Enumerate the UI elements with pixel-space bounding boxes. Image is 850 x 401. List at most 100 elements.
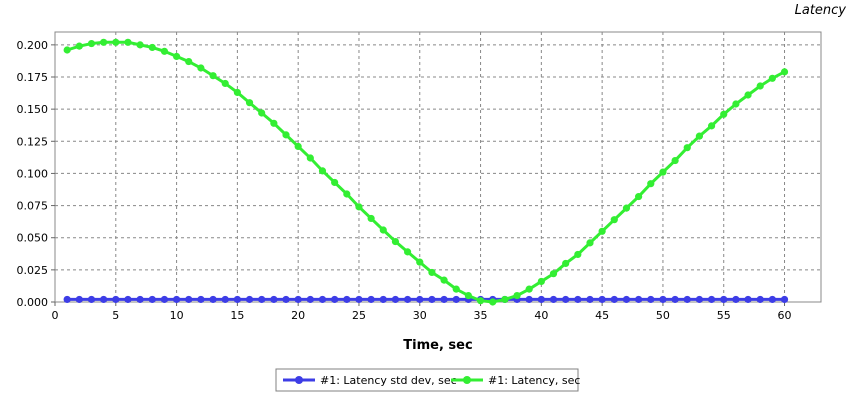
data-point <box>391 295 400 304</box>
data-point <box>610 216 618 224</box>
data-point <box>683 144 691 152</box>
data-point <box>294 295 302 304</box>
data-point <box>695 132 704 140</box>
data-point <box>513 291 521 300</box>
x-tick-label: 5 <box>112 309 119 322</box>
data-point <box>452 285 460 293</box>
data-point <box>683 295 691 304</box>
data-point <box>136 41 144 49</box>
data-point <box>63 46 71 54</box>
data-point <box>233 295 241 304</box>
data-point <box>452 295 460 304</box>
data-point <box>768 295 776 304</box>
data-point <box>112 295 120 304</box>
data-point <box>75 295 83 304</box>
legend-box <box>275 368 579 392</box>
data-point <box>270 295 278 304</box>
data-point <box>294 142 302 151</box>
legend: #1: Latency std dev, sec #1: Latency, sec <box>275 368 580 392</box>
series-1 <box>63 295 789 304</box>
data-point <box>744 295 752 304</box>
data-point <box>160 295 169 304</box>
data-point <box>87 295 96 304</box>
data-point <box>756 295 764 304</box>
x-tick-label: 25 <box>352 309 366 322</box>
data-point <box>148 43 156 52</box>
data-point <box>367 214 375 223</box>
data-point <box>622 204 631 212</box>
data-point <box>233 88 241 97</box>
data-point <box>720 295 728 304</box>
data-point <box>318 167 327 175</box>
data-point <box>756 82 764 90</box>
data-point <box>306 154 314 162</box>
data-point <box>610 295 618 304</box>
data-point <box>87 39 96 48</box>
x-axis-label: Time, sec <box>403 338 472 353</box>
data-point <box>635 192 643 201</box>
data-point <box>744 91 752 99</box>
data-point <box>586 239 594 247</box>
y-tick-label: 0.100 <box>17 167 49 180</box>
data-point <box>404 295 412 304</box>
data-point <box>707 295 716 304</box>
data-point <box>720 110 728 118</box>
data-point <box>707 122 716 130</box>
data-point <box>270 119 278 127</box>
data-point <box>440 295 448 304</box>
data-point <box>355 203 363 211</box>
legend-label: #1: Latency, sec <box>488 374 580 387</box>
data-point <box>355 295 363 304</box>
data-point <box>622 295 631 304</box>
data-point <box>537 277 545 286</box>
data-point <box>172 295 181 304</box>
data-point <box>562 259 570 268</box>
x-tick-label: 30 <box>413 309 427 322</box>
data-point <box>537 295 545 304</box>
data-point <box>635 295 643 304</box>
data-point <box>562 295 570 304</box>
data-point <box>331 295 339 304</box>
x-tick-label: 15 <box>230 309 244 322</box>
data-point <box>428 268 436 277</box>
data-point <box>574 250 582 259</box>
y-tick-label: 0.125 <box>17 135 49 148</box>
x-tick-label: 40 <box>534 309 548 322</box>
data-point <box>476 297 485 305</box>
y-tick-label: 0.075 <box>17 200 49 213</box>
data-point <box>258 295 266 304</box>
data-point <box>331 178 339 187</box>
data-point <box>197 295 205 304</box>
data-point <box>379 295 387 304</box>
data-point <box>574 295 582 304</box>
data-point <box>343 295 351 304</box>
data-point <box>112 38 120 46</box>
data-point <box>100 295 108 304</box>
data-point <box>732 100 740 108</box>
data-point <box>391 237 400 246</box>
data-point <box>245 295 254 304</box>
data-point <box>75 42 83 50</box>
y-tick-label: 0.050 <box>17 232 49 245</box>
legend-entry-1: #1: Latency std dev, sec <box>283 374 457 387</box>
data-point <box>197 64 205 72</box>
data-point <box>63 295 71 304</box>
data-point <box>136 295 144 304</box>
data-point <box>428 295 436 304</box>
data-point <box>416 295 424 304</box>
x-tick-label: 35 <box>474 309 488 322</box>
data-point <box>379 226 387 234</box>
legend-swatch-marker <box>295 376 303 384</box>
data-point <box>647 295 655 304</box>
data-point <box>671 156 679 165</box>
data-point <box>221 79 229 88</box>
data-point <box>525 285 533 293</box>
legend-label: #1: Latency std dev, sec <box>320 374 457 387</box>
data-point <box>100 38 108 46</box>
data-point <box>343 190 351 198</box>
grid-lines <box>55 32 821 302</box>
data-point <box>780 295 789 304</box>
data-point <box>221 295 229 304</box>
y-tick-label: 0.175 <box>17 71 49 84</box>
data-point <box>598 295 606 304</box>
